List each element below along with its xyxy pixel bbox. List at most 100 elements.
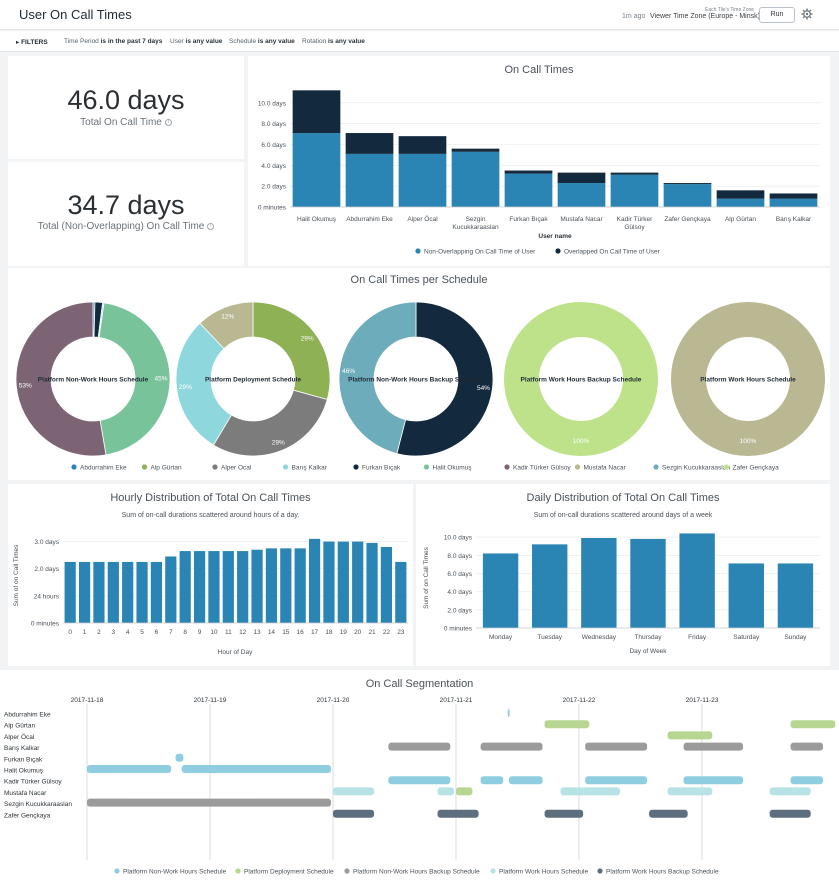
segment[interactable] <box>181 765 331 773</box>
segment[interactable] <box>544 720 590 729</box>
bar-non-overlapping[interactable] <box>610 174 659 207</box>
bar[interactable] <box>337 541 349 623</box>
bar-overlapped[interactable] <box>663 183 712 185</box>
bar-overlapped[interactable] <box>398 136 447 154</box>
pie-slice[interactable] <box>671 302 825 456</box>
bar[interactable] <box>150 561 163 623</box>
segment[interactable] <box>480 742 543 751</box>
gear-icon[interactable] <box>801 8 813 20</box>
bar-non-overlapping[interactable] <box>398 153 447 207</box>
segment[interactable] <box>437 809 479 818</box>
segment[interactable] <box>790 776 823 785</box>
bar-non-overlapping[interactable] <box>769 198 818 207</box>
pie-slice[interactable] <box>15 301 107 457</box>
segment[interactable] <box>456 787 473 796</box>
legend-label[interactable]: Alp Gürtan <box>151 465 182 472</box>
bar[interactable] <box>482 553 519 628</box>
bar[interactable] <box>323 541 335 623</box>
legend-label[interactable]: Barış Kalkar <box>292 465 328 472</box>
segment[interactable] <box>683 742 744 751</box>
bar[interactable] <box>64 561 76 623</box>
legend-label[interactable]: Non-Overlapping On Call Time of User <box>424 249 536 256</box>
filter-time-period[interactable]: Time Period is in the past 7 days <box>64 38 163 45</box>
bar[interactable] <box>107 561 119 623</box>
segment[interactable] <box>388 776 451 785</box>
segment[interactable] <box>585 742 648 751</box>
pie-slice[interactable] <box>212 389 328 457</box>
bar[interactable] <box>265 548 278 623</box>
bar-overlapped[interactable] <box>451 148 500 152</box>
legend-label[interactable]: Platform Deployment Schedule <box>244 869 334 876</box>
segment[interactable] <box>790 720 836 729</box>
bar-overlapped[interactable] <box>557 172 606 184</box>
pie-slice[interactable] <box>252 301 331 401</box>
bar[interactable] <box>366 542 378 623</box>
bar-overlapped[interactable] <box>292 90 341 134</box>
segment[interactable] <box>769 787 811 796</box>
bar[interactable] <box>165 556 177 624</box>
bar[interactable] <box>728 563 764 628</box>
segment[interactable] <box>667 731 713 740</box>
bar-non-overlapping[interactable] <box>716 198 765 207</box>
segment[interactable] <box>437 787 454 796</box>
pie-slice[interactable] <box>504 302 658 456</box>
filter-user[interactable]: User is any value <box>170 38 223 45</box>
filter-schedule[interactable]: Schedule is any value <box>229 38 295 45</box>
pie-slice[interactable] <box>199 301 254 350</box>
bar[interactable] <box>679 533 715 628</box>
bar[interactable] <box>352 541 364 623</box>
legend-label[interactable]: Furkan Bıçak <box>362 465 401 472</box>
bar[interactable] <box>308 538 321 623</box>
legend-label[interactable]: Sezgin Kucukkaraaslan <box>662 465 730 472</box>
bar[interactable] <box>630 538 666 628</box>
segment[interactable] <box>508 776 543 785</box>
legend-label[interactable]: Kadir Türker Gülsoy <box>513 465 571 472</box>
segment[interactable] <box>480 776 504 785</box>
bar[interactable] <box>122 561 134 623</box>
bar[interactable] <box>380 547 393 623</box>
legend-label[interactable]: Platform Work Hours Backup Schedule <box>606 869 719 876</box>
bar-non-overlapping[interactable] <box>557 183 606 207</box>
segment[interactable] <box>667 787 713 796</box>
bar-non-overlapping[interactable] <box>345 153 394 207</box>
bar[interactable] <box>179 551 191 623</box>
segment[interactable] <box>560 787 621 796</box>
bar[interactable] <box>136 561 148 623</box>
legend-label[interactable]: Alper Ocal <box>221 465 252 472</box>
bar-non-overlapping[interactable] <box>292 133 341 207</box>
legend-label[interactable]: Zafer Gençkaya <box>733 465 780 472</box>
segment[interactable] <box>649 809 688 818</box>
bar[interactable] <box>294 548 306 623</box>
bar[interactable] <box>280 548 292 623</box>
segment[interactable] <box>333 787 375 796</box>
segment[interactable] <box>769 809 811 818</box>
segment[interactable] <box>507 709 510 717</box>
run-button[interactable]: Run <box>759 7 795 23</box>
filter-rotation[interactable]: Rotation is any value <box>302 38 365 45</box>
bar[interactable] <box>581 538 617 628</box>
segment[interactable] <box>683 776 744 785</box>
info-icon[interactable]: i <box>164 118 172 126</box>
bar[interactable] <box>193 551 206 623</box>
bar[interactable] <box>251 549 263 623</box>
bar[interactable] <box>237 551 249 623</box>
bar[interactable] <box>208 551 220 623</box>
legend-label[interactable]: Platform Work Hours Schedule <box>499 869 588 876</box>
bar[interactable] <box>93 561 105 623</box>
legend-label[interactable]: Mustafa Nacar <box>584 465 627 472</box>
segment[interactable] <box>790 742 823 751</box>
bar[interactable] <box>222 551 234 623</box>
legend-label[interactable]: Platform Non-Work Hours Backup Schedule <box>353 869 480 876</box>
bar-overlapped[interactable] <box>345 133 394 154</box>
segment[interactable] <box>544 809 584 818</box>
legend-label[interactable]: Overlapped On Call Time of User <box>564 249 661 256</box>
segment[interactable] <box>388 742 451 751</box>
bar[interactable] <box>777 563 814 628</box>
bar[interactable] <box>78 561 91 623</box>
legend-label[interactable]: Platform Non-Work Hours Schedule <box>123 869 227 876</box>
segment[interactable] <box>333 809 375 818</box>
pie-slice[interactable] <box>175 322 232 446</box>
bar-overlapped[interactable] <box>769 193 818 199</box>
bar-non-overlapping[interactable] <box>451 151 500 207</box>
segment[interactable] <box>87 765 172 773</box>
